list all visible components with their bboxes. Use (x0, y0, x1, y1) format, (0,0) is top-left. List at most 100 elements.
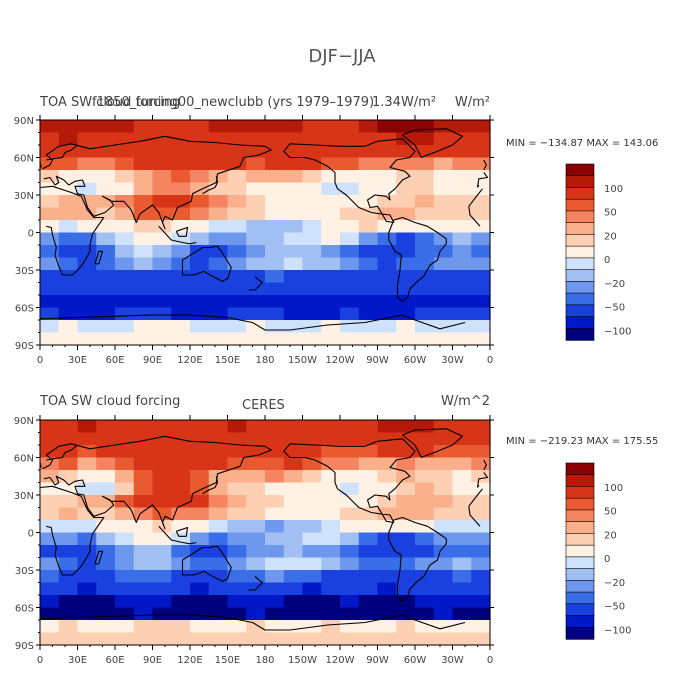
heatmap-cell (115, 445, 135, 459)
colorbar-swatch (565, 626, 595, 640)
heatmap-cell (283, 157, 304, 171)
heatmap-cell (40, 320, 60, 334)
heatmap-cell (96, 482, 116, 496)
heatmap-cell (208, 607, 229, 621)
heatmap-cell (415, 332, 435, 346)
heatmap-cell (471, 207, 491, 221)
heatmap-cell (208, 282, 229, 296)
heatmap-cell (321, 132, 341, 146)
heatmap-cell (415, 170, 435, 184)
heatmap-cell (152, 445, 172, 459)
heatmap-cell (321, 507, 341, 521)
heatmap-cell (452, 507, 472, 521)
y-tick-label: 90N (14, 416, 34, 427)
heatmap-cell (152, 145, 172, 159)
map-bottom (39, 420, 491, 646)
heatmap-cell (340, 620, 360, 634)
heatmap-cell (133, 207, 154, 221)
heatmap-cell (58, 420, 79, 434)
heatmap-cell (265, 632, 285, 646)
heatmap-cell (415, 120, 435, 134)
heatmap-cell (302, 495, 322, 509)
heatmap-cell (115, 282, 135, 296)
heatmap-cell (452, 145, 472, 159)
heatmap-cell (452, 257, 472, 271)
heatmap-cell (58, 120, 79, 134)
heatmap-cell (358, 520, 379, 534)
panel-top-overprint: 1.34W/m² (372, 95, 436, 110)
heatmap-cell (190, 332, 210, 346)
heatmap-cell (321, 220, 341, 234)
heatmap-cell (340, 457, 360, 471)
x-tick-label: 30W (441, 655, 464, 666)
heatmap-cell (115, 520, 135, 534)
heatmap-cell (452, 632, 472, 646)
heatmap-cell (471, 545, 491, 559)
heatmap-cell (40, 582, 60, 596)
heatmap-cell (265, 620, 285, 634)
heatmap-cell (96, 170, 116, 184)
heatmap-cell (152, 182, 172, 196)
colorbar-label: 20 (604, 231, 617, 242)
heatmap-cell (40, 182, 60, 196)
heatmap-cell (471, 245, 491, 259)
heatmap-cell (377, 432, 397, 446)
heatmap-cell (246, 157, 266, 171)
heatmap-cell (396, 620, 416, 634)
panel-top-stats: MIN = −134.87 MAX = 143.06 (506, 138, 658, 149)
heatmap-cell (115, 582, 135, 596)
heatmap-cell (283, 495, 304, 509)
heatmap-cell (415, 420, 435, 434)
heatmap-cell (152, 632, 172, 646)
y-tick-label: 30S (15, 266, 34, 277)
heatmap-cell (227, 482, 247, 496)
heatmap-cell (302, 470, 322, 484)
heatmap-cell (40, 120, 60, 134)
heatmap-cell (433, 170, 454, 184)
heatmap-cell (152, 545, 172, 559)
x-tick-label: 180 (255, 355, 274, 366)
heatmap-cell (452, 570, 472, 584)
heatmap-cell (190, 157, 210, 171)
heatmap-cell (377, 595, 397, 609)
heatmap-cell (77, 457, 97, 471)
heatmap-cell (190, 320, 210, 334)
heatmap-cell (96, 232, 116, 246)
heatmap-cell (340, 257, 360, 271)
heatmap-cell (40, 532, 60, 546)
heatmap-cell (171, 282, 191, 296)
coastline (94, 550, 104, 565)
x-tick-label: 180 (255, 655, 274, 666)
heatmap-cell (321, 520, 341, 534)
heatmap-cell (283, 545, 304, 559)
heatmap-cell (302, 557, 322, 571)
heatmap-cell (40, 270, 60, 284)
heatmap-cell (302, 607, 322, 621)
heatmap-cell (40, 232, 60, 246)
heatmap-cell (208, 157, 229, 171)
heatmap-cell (302, 245, 322, 259)
heatmap-cell (377, 445, 397, 459)
heatmap-cell (227, 495, 247, 509)
heatmap-cell (302, 270, 322, 284)
heatmap-cell (415, 195, 435, 209)
heatmap-cell (358, 145, 379, 159)
coastline (42, 135, 489, 230)
heatmap-cell (171, 545, 191, 559)
heatmap-cell (208, 470, 229, 484)
heatmap-cell (171, 207, 191, 221)
heatmap-cell (190, 207, 210, 221)
heatmap-cell (58, 482, 79, 496)
heatmap-cell (190, 257, 210, 271)
heatmap-cell (58, 495, 79, 509)
heatmap-cell (77, 157, 97, 171)
heatmap-cell (321, 232, 341, 246)
heatmap-cell (283, 507, 304, 521)
heatmap-cell (340, 582, 360, 596)
heatmap-cell (377, 232, 397, 246)
heatmap-cell (133, 245, 154, 259)
heatmap-cell (265, 120, 285, 134)
heatmap-cell (358, 557, 379, 571)
heatmap-cell (415, 595, 435, 609)
heatmap-cell (152, 557, 172, 571)
